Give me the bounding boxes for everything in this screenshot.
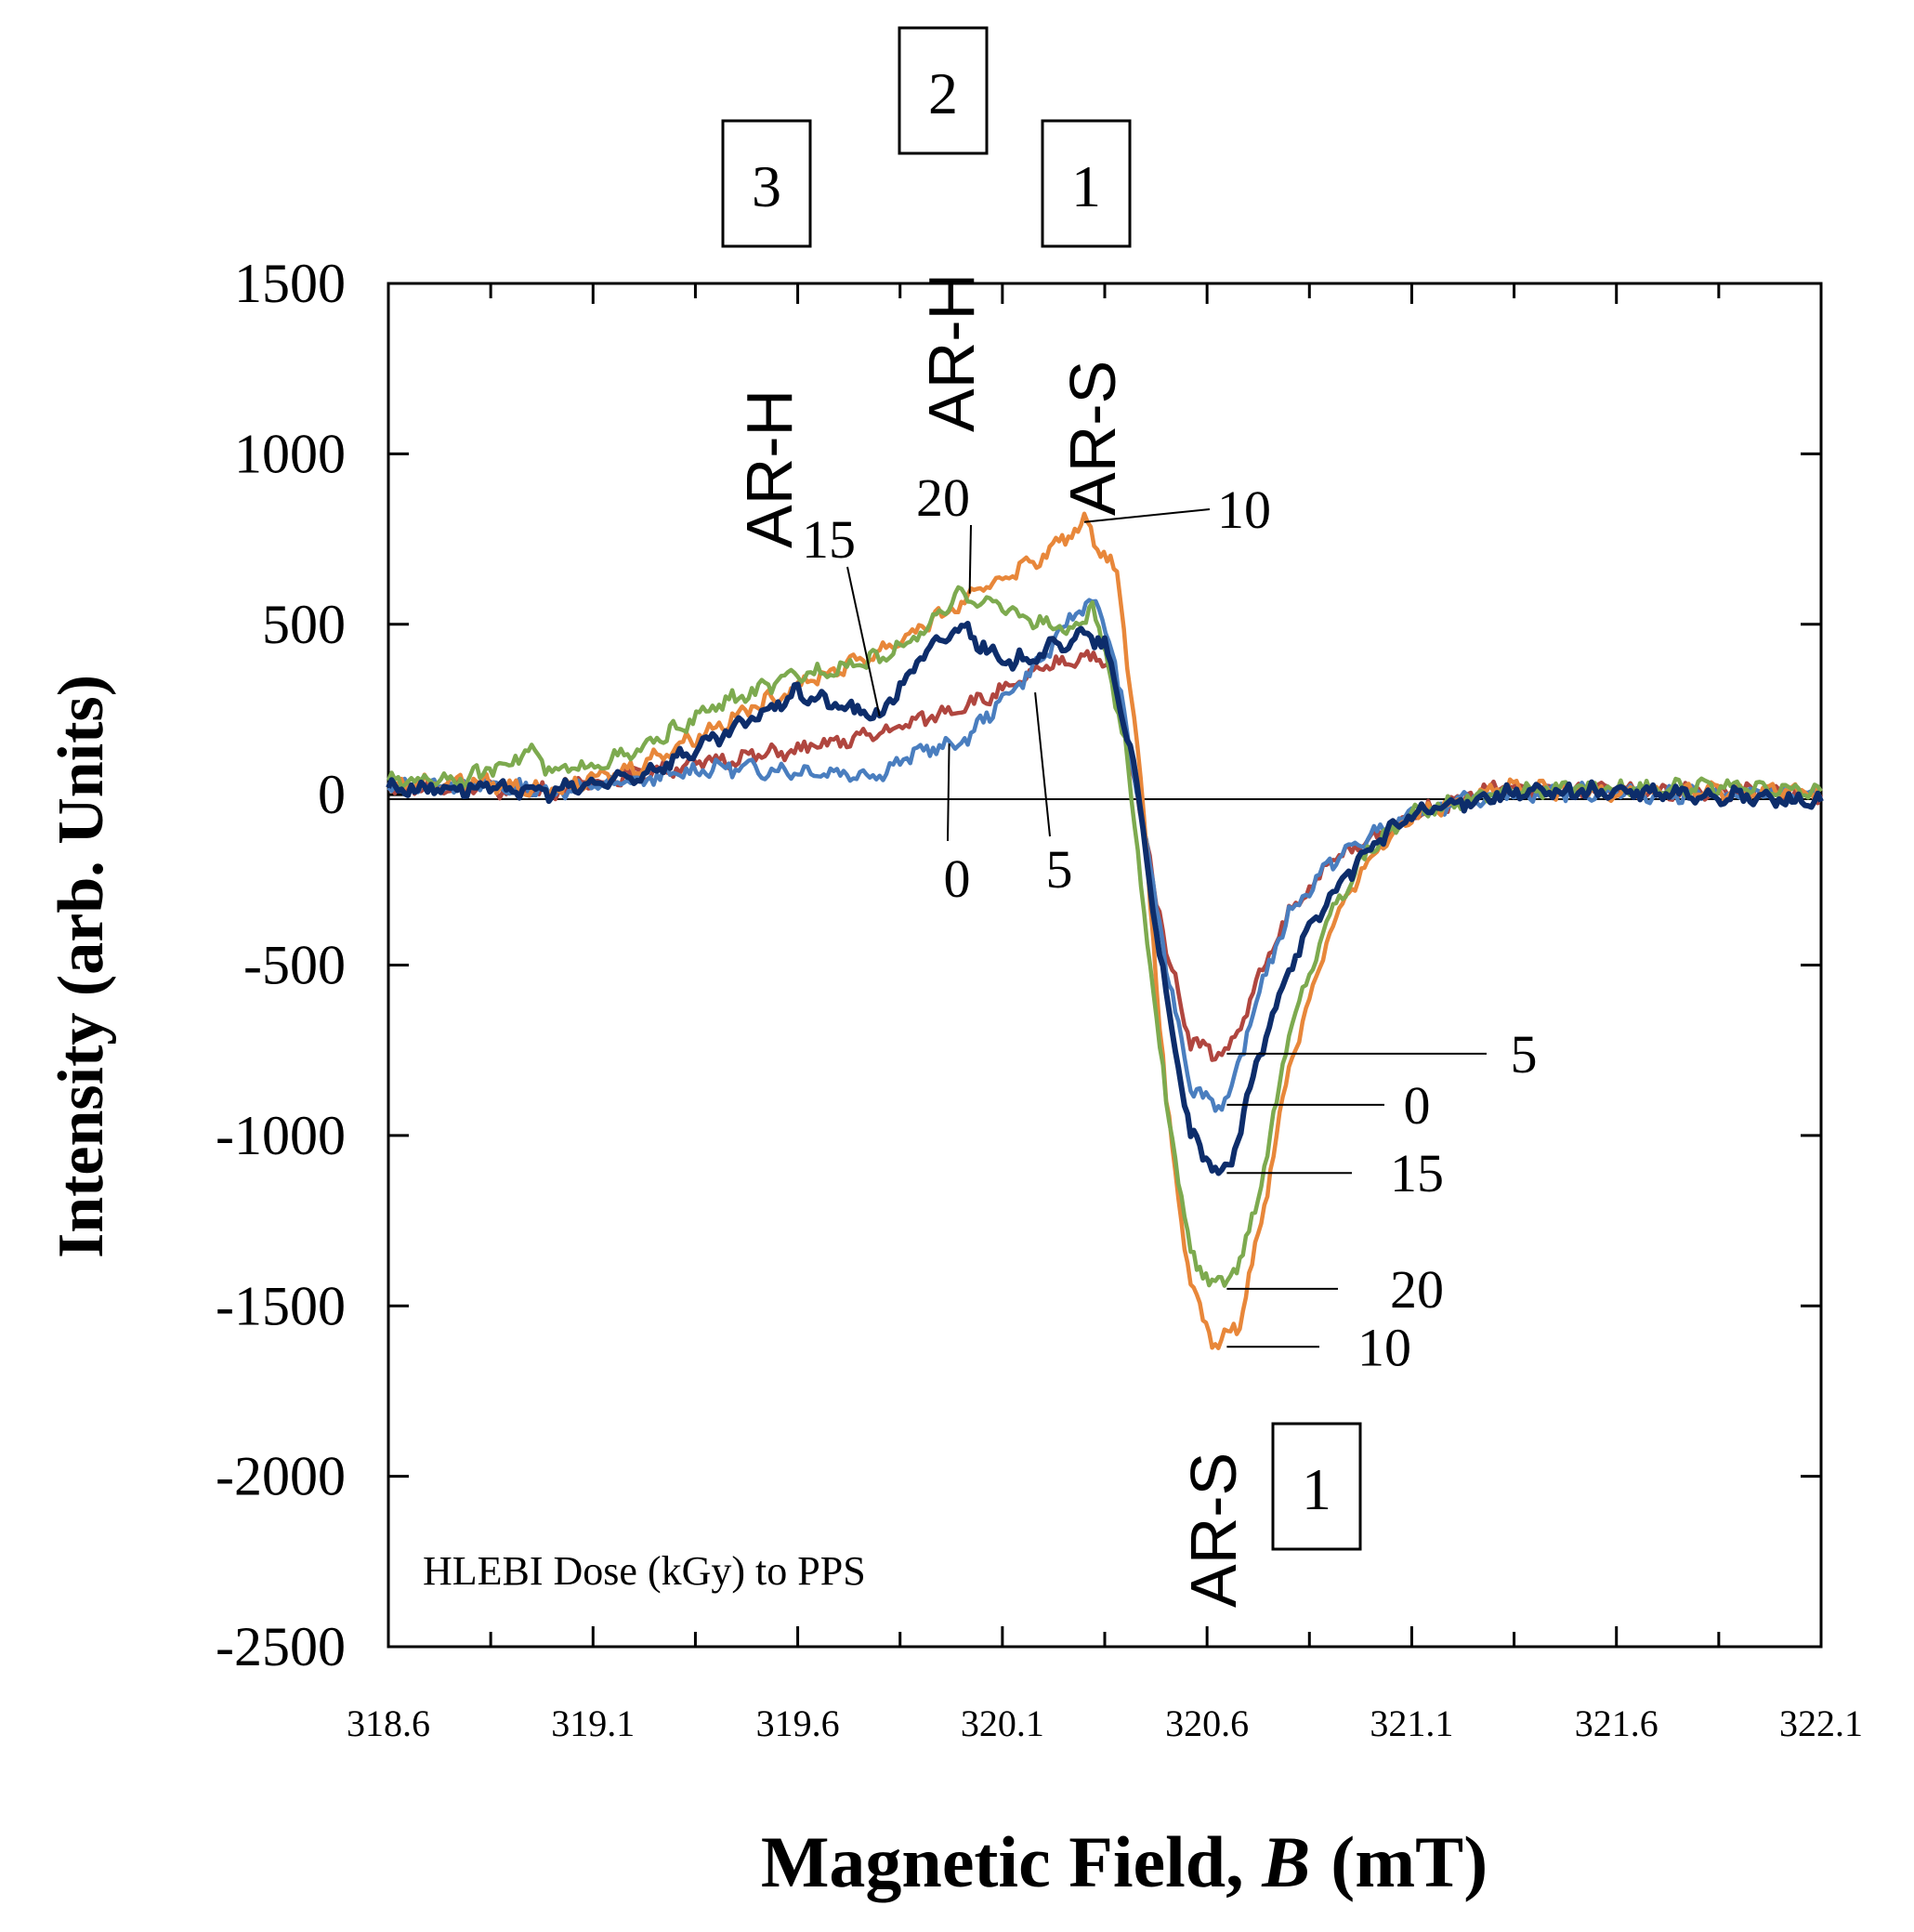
svg-text:1: 1 bbox=[1302, 1456, 1331, 1522]
x-tick-label-4: 320.6 bbox=[1165, 1702, 1249, 1744]
x-tick-label-1: 319.1 bbox=[551, 1702, 635, 1744]
trough-label-15-2: 15 bbox=[1390, 1143, 1444, 1203]
x-axis-title-main: Magnetic Field, bbox=[761, 1821, 1262, 1902]
svg-text:3: 3 bbox=[752, 153, 781, 219]
box-2: 2 bbox=[898, 26, 989, 155]
x-axis-title-var: B bbox=[1261, 1821, 1310, 1902]
y-tick-label-2: 500 bbox=[262, 594, 346, 655]
trough-label-20-3: 20 bbox=[1390, 1259, 1444, 1320]
box-3: 3 bbox=[721, 119, 812, 248]
box-1-bottom: 1 bbox=[1271, 1422, 1362, 1551]
annotation-ar-s-1-bottom: AR-S bbox=[1177, 1452, 1250, 1608]
x-tick-label-6: 321.6 bbox=[1575, 1702, 1658, 1744]
trough-label-5-0: 5 bbox=[1511, 1024, 1538, 1084]
y-tick-label-1: 1000 bbox=[234, 423, 346, 484]
annotation-ar-h-2: AR-H bbox=[915, 273, 988, 432]
trough-label-10-4: 10 bbox=[1357, 1317, 1411, 1377]
y-tick-label-8: -2500 bbox=[216, 1616, 346, 1677]
peak-leader-0 bbox=[947, 743, 950, 842]
peak-label-10: 10 bbox=[1217, 480, 1271, 540]
y-tick-labels: 1500 1000 500 0 -500 -1000 -1500 -2000 -2500 bbox=[216, 253, 346, 1677]
svg-text:2: 2 bbox=[928, 60, 958, 126]
leader-lines bbox=[846, 508, 1487, 1348]
trough-label-0-1: 0 bbox=[1404, 1075, 1431, 1136]
series-line-15-kgy bbox=[386, 621, 1824, 1176]
peak-label-0: 0 bbox=[944, 848, 971, 909]
y-tick-label-7: -2000 bbox=[216, 1446, 346, 1507]
y-tick-label-3: 0 bbox=[318, 764, 346, 825]
x-tick-label-2: 319.6 bbox=[756, 1702, 840, 1744]
series-lines bbox=[386, 511, 1824, 1350]
x-tick-label-0: 318.6 bbox=[347, 1702, 430, 1744]
y-axis-title: Intensity (arb. Units) bbox=[46, 675, 117, 1258]
x-axis-title-unit: (mT) bbox=[1331, 1821, 1488, 1902]
svg-text:1: 1 bbox=[1071, 153, 1101, 219]
annotation-ar-s-1-top: AR-S bbox=[1056, 361, 1129, 516]
x-tick-label-7: 322.1 bbox=[1779, 1702, 1863, 1744]
annotation-ar-h-3: AR-H bbox=[733, 389, 806, 548]
box-1-top: 1 bbox=[1041, 119, 1132, 248]
x-tick-label-5: 321.1 bbox=[1370, 1702, 1453, 1744]
y-tick-label-0: 1500 bbox=[234, 253, 346, 314]
peak-leader-10 bbox=[1083, 508, 1211, 523]
peak-leader-20 bbox=[968, 524, 972, 594]
peak-leader-15 bbox=[846, 566, 881, 716]
x-tick-label-3: 320.1 bbox=[961, 1702, 1044, 1744]
peak-label-20: 20 bbox=[916, 467, 970, 528]
peak-label-5: 5 bbox=[1046, 839, 1073, 900]
y-tick-label-5: -1000 bbox=[216, 1105, 346, 1166]
y-tick-label-4: -500 bbox=[243, 935, 346, 996]
peak-label-15: 15 bbox=[802, 509, 856, 570]
dose-note: HLEBI Dose (kGy) to PPS bbox=[423, 1548, 866, 1594]
x-axis-title: Magnetic Field, B (mT) bbox=[761, 1821, 1488, 1902]
peak-leader-5 bbox=[1034, 691, 1051, 837]
x-tick-labels: 318.6 319.1 319.6 320.1 320.6 321.1 321.6 322.1 bbox=[347, 1702, 1863, 1744]
y-tick-label-6: -1500 bbox=[216, 1275, 346, 1336]
